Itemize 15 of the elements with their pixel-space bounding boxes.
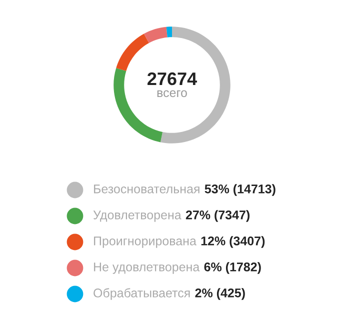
data-label: 2% (425) [195,288,245,300]
data-label: 6% (1782) [204,262,261,274]
donut-slice [116,34,149,72]
donut-slice [166,26,172,38]
data-label: 53% (14713) [204,184,276,196]
legend-label: Обрабатывается [94,288,190,300]
legend-label: Не удовлетворена [94,262,200,274]
legend-label: Проигнорирована [94,236,196,248]
text: 27674 [148,72,198,86]
legend-label: Безосновательная [94,184,200,194]
legend-label: Удовлетворена [93,210,182,222]
data-label: 12% (3407) [201,236,265,248]
donut-slice [144,26,168,43]
data-label: 27% (7347) [186,210,250,222]
text: всего [157,90,187,98]
